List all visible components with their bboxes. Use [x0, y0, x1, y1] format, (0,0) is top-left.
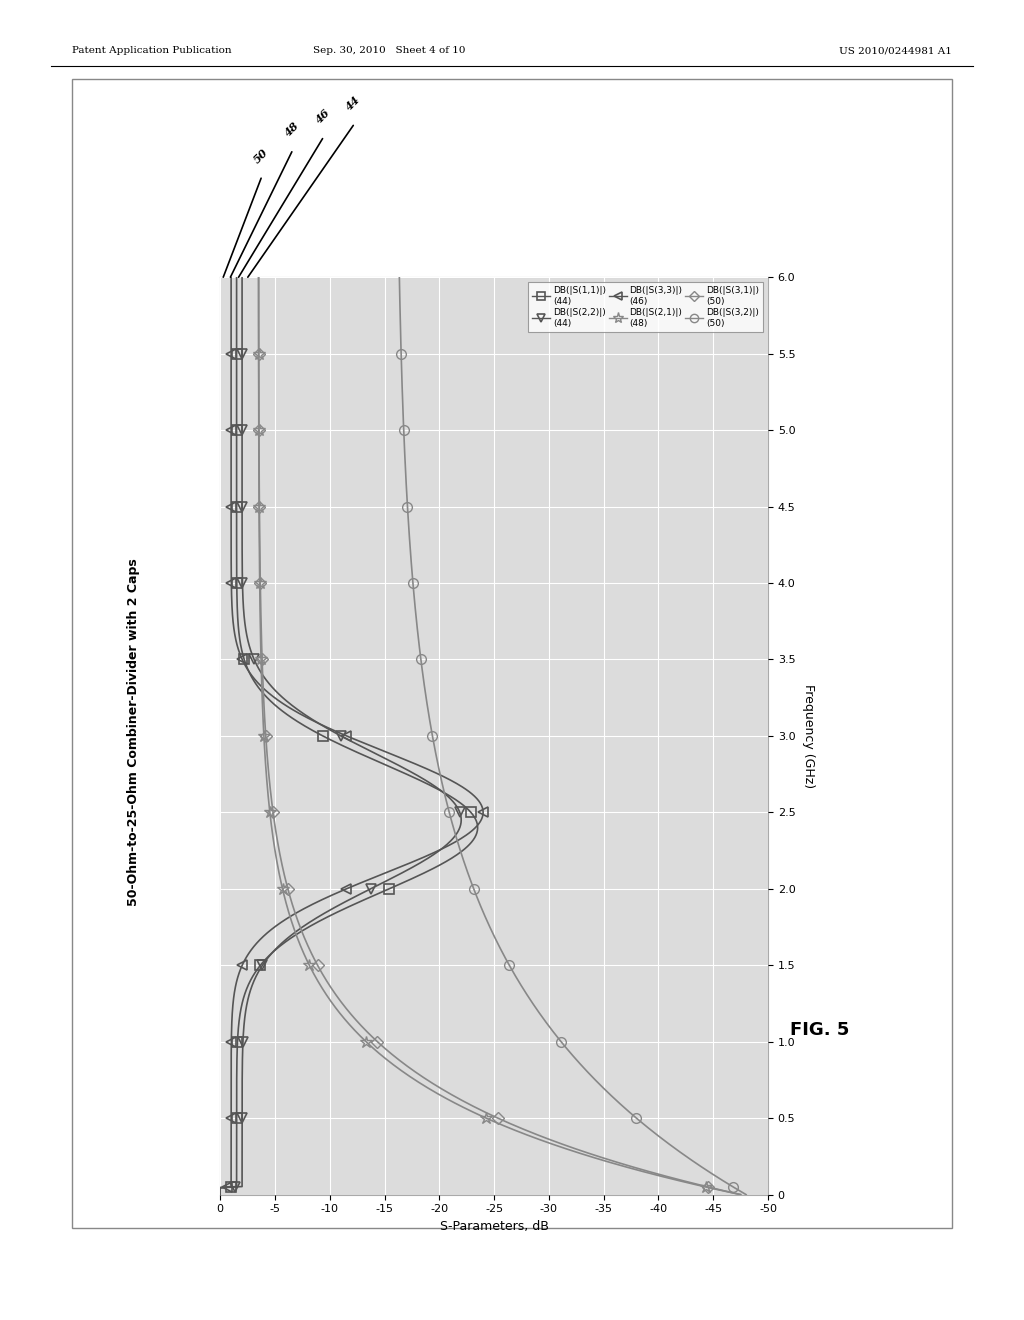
- Text: Sep. 30, 2010   Sheet 4 of 10: Sep. 30, 2010 Sheet 4 of 10: [313, 46, 465, 55]
- Y-axis label: Frequency (GHz): Frequency (GHz): [802, 684, 815, 788]
- X-axis label: S-Parameters, dB: S-Parameters, dB: [439, 1220, 549, 1233]
- Text: 50: 50: [252, 147, 270, 165]
- Text: 48: 48: [283, 120, 301, 139]
- Text: 46: 46: [313, 107, 332, 125]
- Text: FIG. 5: FIG. 5: [790, 1020, 849, 1039]
- Text: 44: 44: [344, 94, 362, 112]
- Text: 50-Ohm-to-25-Ohm Combiner-Divider with 2 Caps: 50-Ohm-to-25-Ohm Combiner-Divider with 2…: [127, 558, 139, 907]
- Text: Patent Application Publication: Patent Application Publication: [72, 46, 231, 55]
- Text: US 2010/0244981 A1: US 2010/0244981 A1: [840, 46, 952, 55]
- Legend: DB(|S(1,1)|)
(44), DB(|S(2,2)|)
(44), DB(|S(3,3)|)
(46), DB(|S(2,1)|)
(48), DB(|: DB(|S(1,1)|) (44), DB(|S(2,2)|) (44), DB…: [527, 281, 764, 333]
